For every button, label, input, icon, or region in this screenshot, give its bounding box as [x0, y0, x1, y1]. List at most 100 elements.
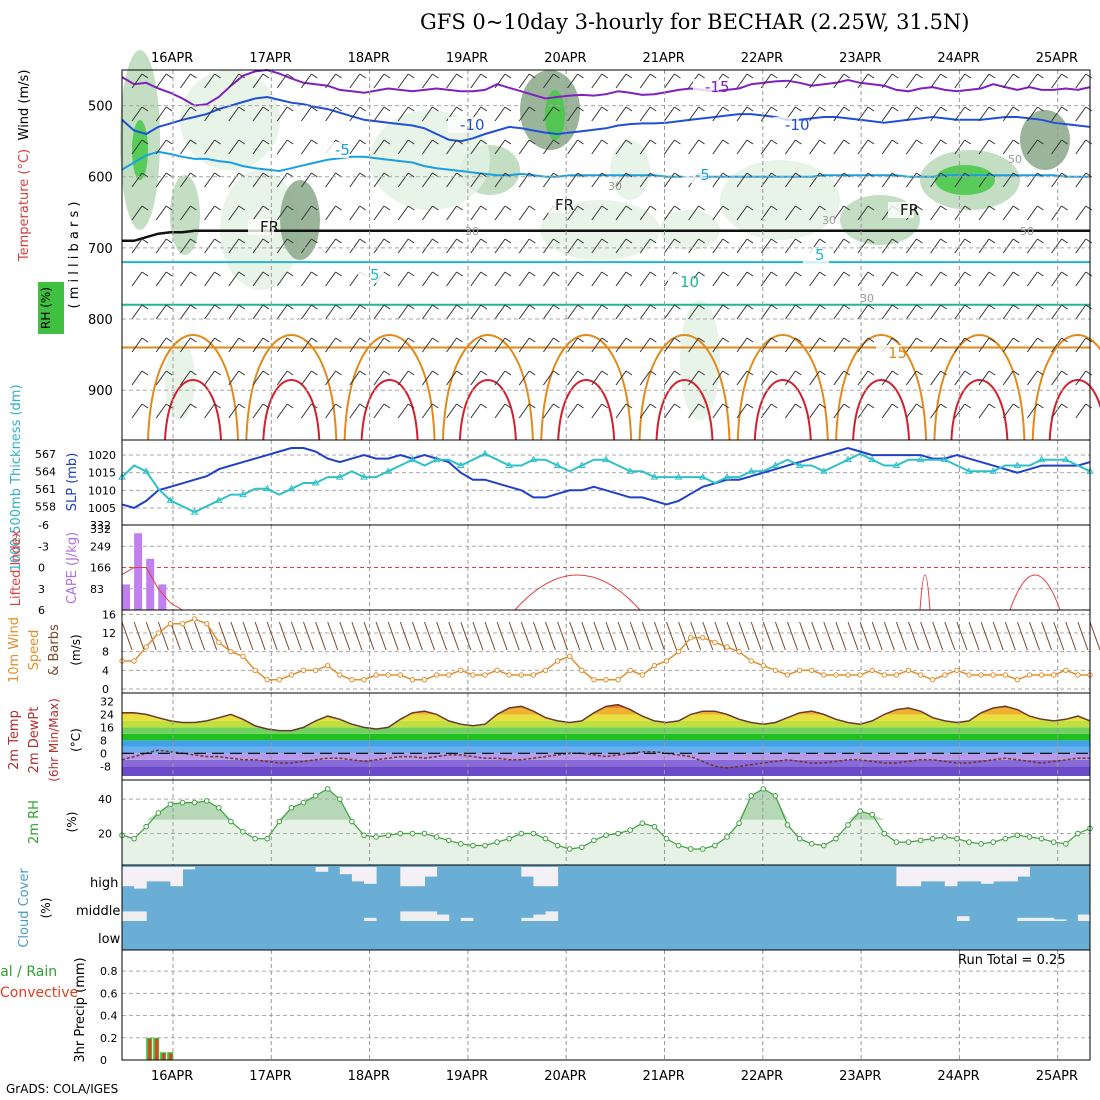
- wind-barb: [674, 106, 681, 112]
- wind-barb: [795, 172, 802, 178]
- wind-barb: [359, 238, 367, 244]
- surface-wind-barb: [738, 621, 750, 651]
- isotherm-arc: [736, 334, 829, 441]
- wind-barb: [736, 238, 748, 254]
- rh-point: [373, 834, 379, 840]
- wind-barb: [421, 337, 433, 353]
- contour-label: 10: [680, 273, 699, 291]
- wind-barb: [867, 304, 875, 310]
- wind-barb: [335, 238, 342, 244]
- wind-barb: [190, 238, 197, 244]
- wind-barb: [795, 73, 802, 79]
- cape-bar: [146, 558, 155, 610]
- wind-barb: [1051, 73, 1063, 89]
- wind-barb: [577, 337, 584, 343]
- rh-contour-label: 30: [860, 292, 874, 305]
- wind-barb: [795, 370, 802, 376]
- wind-barb: [349, 139, 361, 155]
- cloud-middle-cell: [364, 917, 377, 921]
- wind-barb: [916, 139, 923, 145]
- wind-barb: [843, 73, 851, 79]
- wind-barb: [930, 139, 942, 155]
- wind-barb: [964, 337, 972, 343]
- contour-label-bg: [876, 345, 902, 361]
- wind-barb: [204, 304, 216, 320]
- wind-barb: [553, 238, 560, 244]
- wind-barb: [165, 271, 173, 277]
- wind-barb: [286, 139, 294, 145]
- wind-barb: [940, 106, 947, 112]
- wind-barb: [905, 238, 917, 254]
- contour-label-bg: [668, 274, 694, 290]
- wind-barb: [881, 73, 893, 89]
- rh-point: [252, 835, 258, 842]
- wind-barb: [867, 337, 875, 343]
- wind-barb: [663, 370, 675, 386]
- wind-barb: [1037, 304, 1044, 310]
- thickness-marker: [577, 461, 586, 468]
- rh-point: [397, 830, 404, 837]
- wind-barb: [262, 304, 270, 310]
- wind-speed-point: [869, 667, 875, 674]
- wind-speed-point: [554, 658, 561, 664]
- surface-wind-barb: [194, 621, 206, 651]
- wind-barb: [311, 370, 318, 376]
- pressure-tick-label: 800: [88, 313, 113, 328]
- rh-point: [857, 808, 863, 814]
- wind-barb: [470, 172, 482, 188]
- top-date-label: 23APR: [839, 51, 881, 66]
- cloud-middle-cell: [956, 916, 970, 921]
- wind-barb: [1075, 139, 1087, 155]
- wind-barb: [988, 106, 996, 112]
- wind-barb: [857, 106, 869, 122]
- wind-barb: [311, 73, 318, 79]
- wind-barb: [432, 337, 439, 343]
- wind-barb: [819, 337, 826, 343]
- wind-barb: [988, 370, 996, 376]
- rh-point: [905, 839, 912, 845]
- wind-barb: [504, 238, 512, 244]
- wind-barb: [421, 238, 433, 254]
- wind-barb: [373, 139, 385, 155]
- thickness-marker: [965, 467, 973, 474]
- thickness-marker: [626, 467, 635, 474]
- wind-barb: [1085, 271, 1093, 277]
- slp-thickness-panel: [121, 439, 1091, 526]
- wind-barb: [421, 304, 433, 320]
- wind-barb: [954, 172, 966, 188]
- wind-barb: [577, 403, 584, 409]
- wind-barb: [311, 139, 318, 145]
- wind-barb: [1002, 73, 1014, 89]
- wind-barb: [432, 73, 439, 79]
- wind-barb: [722, 271, 730, 277]
- wind-speed-point: [893, 672, 900, 678]
- thickness-marker: [311, 478, 320, 486]
- wind-speed-point: [651, 662, 658, 669]
- wind-barb: [940, 403, 947, 409]
- rh-point: [458, 841, 464, 847]
- wind-barb: [1051, 337, 1063, 353]
- surface-wind-barb: [375, 621, 387, 651]
- bottom-date-label: 25APR: [1036, 1069, 1078, 1084]
- wind-barb: [238, 73, 246, 79]
- wind-barb: [649, 106, 657, 112]
- thickness-marker: [868, 455, 877, 463]
- surface-wind-barb: [303, 621, 314, 651]
- wind-barb: [518, 172, 530, 188]
- wind-barb: [1061, 238, 1068, 244]
- precip-convective-bar: [162, 1053, 166, 1060]
- rh-shading-region: [545, 90, 565, 140]
- wind-barb: [1002, 139, 1014, 155]
- wind-barb: [964, 106, 972, 112]
- wind-barb: [712, 172, 724, 188]
- cape-tick-label: 249: [90, 540, 111, 553]
- surface-wind-barb: [787, 621, 798, 651]
- rh-point: [881, 830, 888, 837]
- lifted-tick-label: 3: [38, 583, 45, 596]
- wind-barb: [252, 238, 264, 254]
- wind-barb: [432, 370, 439, 376]
- cape-tick-label: 332: [90, 519, 111, 532]
- wind-speed-point: [712, 639, 718, 646]
- contour-label-bg: [358, 267, 384, 283]
- wind-barb: [518, 238, 530, 254]
